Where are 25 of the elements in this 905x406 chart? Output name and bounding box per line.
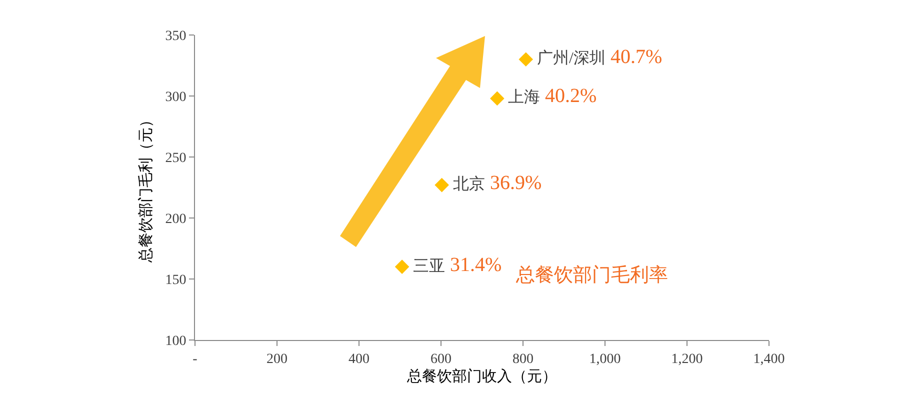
x-tick-label: 400 [348, 352, 370, 367]
x-tick-label: 200 [266, 352, 288, 367]
x-tick-label: 1,400 [753, 352, 785, 367]
x-tick-label: 1,200 [671, 352, 703, 367]
point [518, 52, 534, 67]
x-tick-label: 600 [430, 352, 452, 367]
annotation: 三亚 31.4% [413, 254, 502, 276]
y-tick-label: 250 [165, 150, 186, 166]
y-tick-label: 300 [165, 90, 186, 105]
x-tick-label: 800 [512, 352, 534, 367]
annotation: 北京 36.9% [453, 172, 542, 194]
x-tick-label: - [192, 352, 198, 367]
y-tick-label: 200 [165, 212, 186, 227]
point [394, 260, 410, 274]
annotation: 总餐饮部门毛利率 [515, 264, 668, 286]
x-axis-title: 总餐饮部门收入（元） [406, 368, 557, 385]
annotation: 上海 40.2% [508, 85, 597, 107]
annotation: 广州/深圳 40.7% [537, 46, 662, 68]
x-tick-label: 1,000 [589, 352, 621, 367]
point [490, 91, 504, 106]
point [434, 178, 449, 192]
y-tick-label: 350 [165, 28, 186, 44]
y-axis-title: 总餐饮部门毛利（元） [137, 112, 154, 264]
y-tick-label: 100 [165, 334, 186, 349]
y-tick-label: 150 [165, 272, 186, 288]
